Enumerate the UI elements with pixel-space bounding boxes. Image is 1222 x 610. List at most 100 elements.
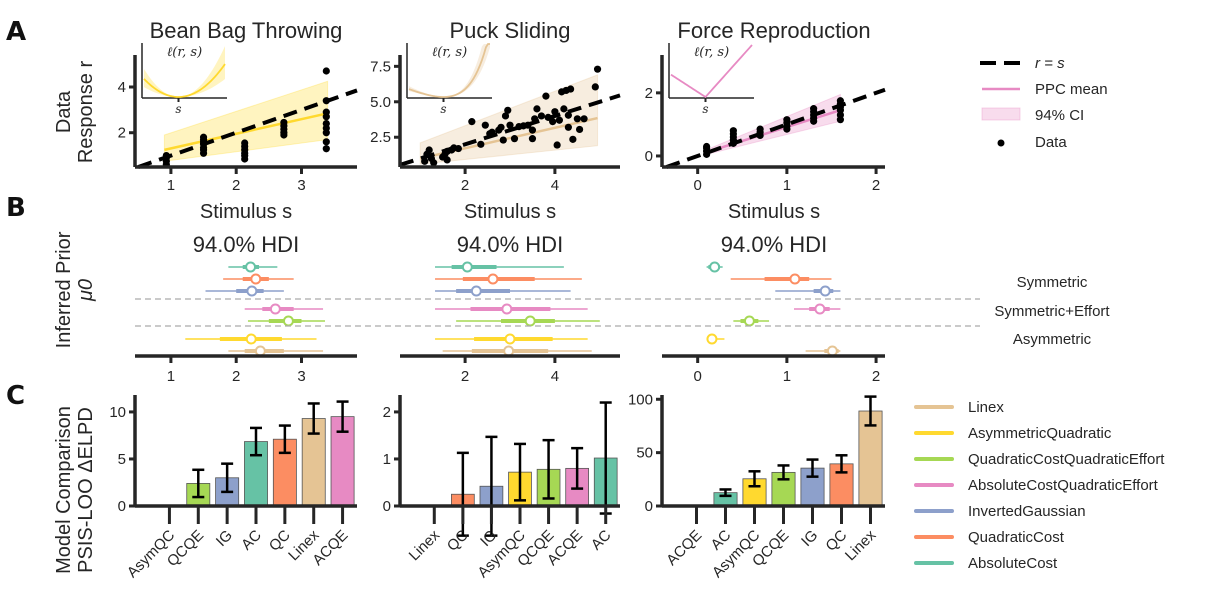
inset-tick-label: s — [440, 102, 446, 116]
scatter-panel-1: 1 2 3 2 4 s ℓ(r, s) — [118, 43, 358, 194]
loss-inset: s ℓ(r, s) — [406, 43, 492, 116]
forest-row — [456, 315, 600, 327]
data-point — [528, 135, 537, 143]
mean-marker — [487, 273, 499, 285]
data-point — [549, 118, 557, 126]
x-tick-label: 4 — [551, 177, 559, 194]
data-point — [322, 67, 330, 75]
data-point — [481, 121, 489, 129]
panel-letter-b: B — [6, 193, 26, 223]
forest-row — [247, 315, 326, 327]
forest-row — [794, 303, 841, 315]
data-point — [499, 136, 507, 144]
row-label-b: Inferred Prior μ0 — [53, 231, 97, 348]
data-point — [322, 145, 330, 153]
ppc-mean-line — [164, 112, 328, 152]
data-point — [430, 159, 438, 167]
row-label-b-line2: μ0 — [75, 279, 97, 302]
legend-a: r = s PPC mean 94% CI Data — [980, 55, 1108, 151]
panel-letter-a: A — [6, 17, 26, 47]
y-tick-label: 2 — [383, 404, 391, 421]
x-tick-label: 2 — [461, 368, 469, 385]
inset-title: ℓ(r, s) — [432, 45, 467, 60]
group-label-asymmetric: Asymmetric — [1013, 331, 1092, 348]
legend-a-label-ppc: PPC mean — [1035, 81, 1108, 98]
mean-marker — [504, 333, 516, 345]
legend-a-label-identity: r = s — [1035, 55, 1065, 72]
category-label: ACQE — [663, 527, 705, 569]
category-label: IG — [798, 527, 821, 550]
mean-marker — [250, 273, 262, 285]
legend-c-label: AbsoluteCostQuadraticEffort — [968, 477, 1159, 494]
data-point — [729, 127, 737, 135]
category-label: Linex — [406, 526, 444, 564]
data-point — [756, 125, 764, 133]
data-point — [454, 144, 462, 153]
data-point — [533, 105, 541, 113]
data-point — [280, 118, 288, 127]
y-tick-label: 2 — [118, 125, 126, 142]
category-label: IG — [213, 527, 236, 550]
legend-dot-icon — [997, 139, 1005, 147]
x-tick-label: 2 — [872, 368, 880, 385]
forest-row — [205, 285, 284, 297]
data-point — [468, 118, 476, 126]
data-point — [322, 119, 330, 128]
forest-row — [185, 333, 317, 345]
y-tick-label: 2 — [645, 85, 653, 102]
y-tick-label: 1 — [383, 451, 391, 468]
data-point — [443, 156, 451, 164]
y-tick-label: 5 — [118, 451, 126, 468]
forest-row — [435, 333, 588, 345]
data-point — [504, 106, 512, 114]
inset-title: ℓ(r, s) — [694, 45, 729, 60]
y-tick-label: 0 — [383, 498, 391, 515]
legend-c-label: QuadraticCostQuadraticEffort — [968, 451, 1165, 468]
data-point — [542, 92, 550, 100]
mean-marker — [826, 345, 838, 357]
mean-marker — [706, 333, 718, 345]
y-tick-label: 50 — [636, 445, 653, 462]
panel-a-plots: 1 2 3 2 4 s ℓ(r, s) 2 4 2.5 5.0 7.5 s ℓ(r, s) 0 1 2 0 2 s ℓ(… — [118, 43, 886, 194]
x-tick-label: 0 — [694, 177, 702, 194]
forest-row — [733, 315, 770, 327]
row-label-c: Model Comparison PSIS-LOO ΔELPD — [53, 406, 97, 574]
scatter-panel-2: 2 4 2.5 5.0 7.5 s ℓ(r, s) — [370, 43, 621, 194]
mean-marker — [819, 285, 831, 297]
title-puck-sliding: Puck Sliding — [449, 18, 570, 43]
mean-marker — [814, 303, 826, 315]
legend-c-label: AsymmetricQuadratic — [968, 425, 1112, 442]
data-point — [501, 112, 510, 120]
data-point — [573, 115, 581, 123]
forest-row — [805, 345, 841, 357]
mean-marker — [789, 273, 801, 285]
x-tick-label: 3 — [297, 368, 305, 385]
forest-row — [442, 345, 592, 357]
legend-band-icon — [981, 107, 1021, 121]
xlabel-a3: Stimulus s — [728, 201, 820, 223]
mean-marker — [282, 315, 294, 327]
data-point — [322, 138, 330, 146]
y-tick-label: 4 — [118, 79, 126, 96]
data-point — [199, 133, 208, 141]
y-tick-label: 0 — [645, 498, 653, 515]
row-label-a-line1: Data — [53, 90, 75, 133]
data-point — [569, 135, 577, 143]
x-tick-label: 1 — [167, 177, 175, 194]
category-label: Linex — [842, 526, 880, 564]
data-point — [560, 105, 568, 113]
legend-c-label: Linex — [968, 399, 1004, 416]
title-bean-bag: Bean Bag Throwing — [150, 18, 343, 43]
inset-loss-curve — [408, 43, 490, 98]
inset-loss-curve — [670, 44, 753, 99]
mean-marker — [501, 303, 513, 315]
legend-a-label-data: Data — [1035, 134, 1067, 151]
panel-letter-c: C — [6, 381, 25, 411]
data-point — [810, 105, 818, 113]
hdi-title-3: 94.0% HDI — [721, 232, 827, 257]
